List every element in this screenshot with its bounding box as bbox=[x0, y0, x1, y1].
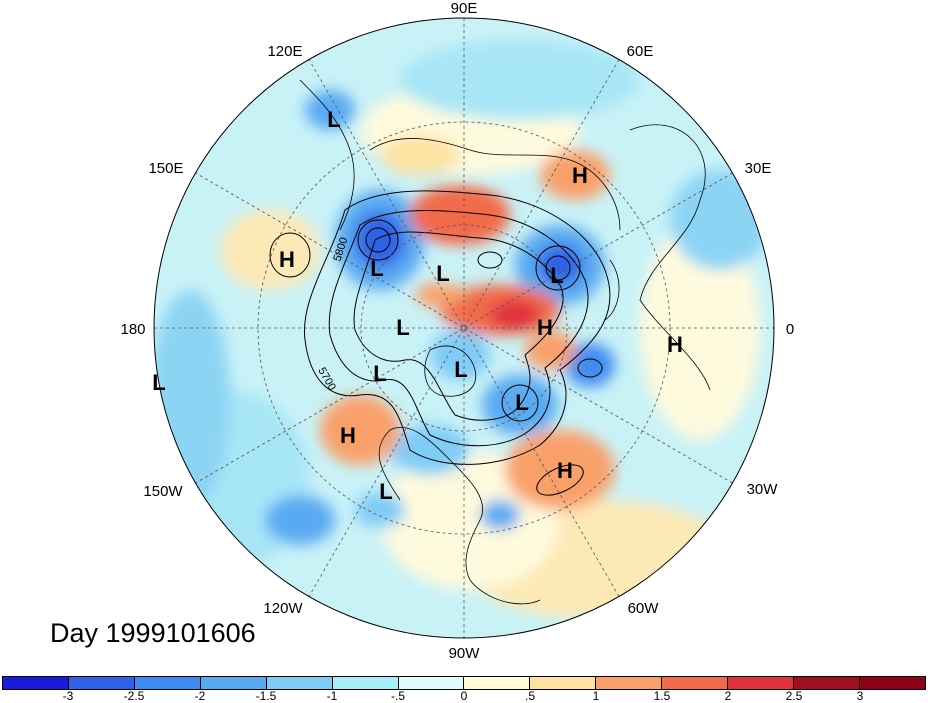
date-title: Day 1999101606 bbox=[50, 618, 256, 648]
colorbar-tick-label: 0 bbox=[460, 689, 468, 703]
colorbar-tick-label: -1 bbox=[326, 689, 338, 703]
low-center: L bbox=[370, 256, 383, 281]
colorbar-swatch bbox=[464, 677, 531, 689]
colorbar-tick-label: 1.5 bbox=[653, 689, 671, 703]
low-center: L bbox=[379, 479, 392, 504]
colorbar-tick-label: 3 bbox=[856, 689, 864, 703]
lon-label-180: 180 bbox=[120, 321, 145, 338]
high-center: H bbox=[340, 423, 356, 448]
colorbar-swatch bbox=[859, 677, 925, 689]
lon-label-90w: 90W bbox=[449, 645, 481, 662]
colorbar-tick-label: 1 bbox=[592, 689, 600, 703]
lon-label-120e: 120E bbox=[267, 43, 302, 60]
colorbar-swatch bbox=[794, 677, 860, 689]
colorbar-swatch bbox=[200, 677, 267, 689]
lon-label-90e: 90E bbox=[451, 0, 478, 17]
lon-label-30w: 30W bbox=[747, 481, 779, 498]
colorbar-tick-label: -.5 bbox=[390, 689, 406, 703]
colorbar-swatch bbox=[68, 677, 135, 689]
colorbar-swatch bbox=[3, 677, 69, 689]
longitude-labels: 90E 60E 30E 0 30W 60W 90W 120W 150W 180 … bbox=[120, 0, 794, 662]
colorbar-swatch bbox=[596, 677, 663, 689]
colorbar-tick-label: -2.5 bbox=[123, 689, 145, 703]
colorbar-swatch bbox=[530, 677, 597, 689]
lon-label-60w: 60W bbox=[628, 600, 660, 617]
lon-label-0: 0 bbox=[786, 321, 794, 338]
map-boundary bbox=[153, 17, 775, 639]
colorbar-swatch bbox=[134, 677, 201, 689]
high-center: H bbox=[279, 247, 295, 272]
colorbar-swatch bbox=[662, 677, 729, 689]
colorbar-tick-label: -3 bbox=[62, 689, 74, 703]
low-center: L bbox=[396, 315, 409, 340]
lon-label-60e: 60E bbox=[627, 43, 654, 60]
colorbar-swatch bbox=[398, 677, 465, 689]
colorbar-tick-label: 2.5 bbox=[785, 689, 803, 703]
lon-label-30e: 30E bbox=[745, 160, 772, 177]
lon-label-150e: 150E bbox=[148, 160, 183, 177]
low-center: L bbox=[436, 261, 449, 286]
colorbar-tick-label: -1.5 bbox=[255, 689, 277, 703]
polar-stereographic-map: 90E 60E 30E 0 30W 60W 90W 120W 150W 180 … bbox=[120, 0, 794, 662]
high-center: H bbox=[537, 315, 553, 340]
low-center: L bbox=[515, 390, 528, 415]
colorbar: -3 -2.5 -2 -1.5 -1 -.5 0 .5 1 1.5 2 2.5 3 bbox=[0, 672, 928, 703]
graticule bbox=[154, 18, 774, 638]
pressure-centers: H H H H H H L L L L L L L L L L bbox=[152, 107, 683, 504]
low-center: L bbox=[152, 370, 165, 395]
colorbar-tick-label: .5 bbox=[524, 689, 536, 703]
low-center: L bbox=[373, 361, 386, 386]
low-center: L bbox=[550, 263, 563, 288]
colorbar-swatch bbox=[332, 677, 399, 689]
colorbar-boxes bbox=[2, 676, 926, 690]
colorbar-swatch bbox=[728, 677, 795, 689]
high-center: H bbox=[557, 458, 573, 483]
colorbar-tick-label: -2 bbox=[194, 689, 206, 703]
high-center: H bbox=[572, 163, 588, 188]
high-center: H bbox=[667, 332, 683, 357]
height-contours bbox=[269, 190, 611, 496]
colorbar-tick-label: 2 bbox=[724, 689, 732, 703]
low-center: L bbox=[454, 357, 467, 382]
lon-label-120w: 120W bbox=[263, 600, 303, 617]
lon-label-150w: 150W bbox=[143, 483, 183, 500]
coastlines bbox=[299, 79, 711, 605]
low-center: L bbox=[327, 107, 340, 132]
colorbar-swatch bbox=[266, 677, 333, 689]
